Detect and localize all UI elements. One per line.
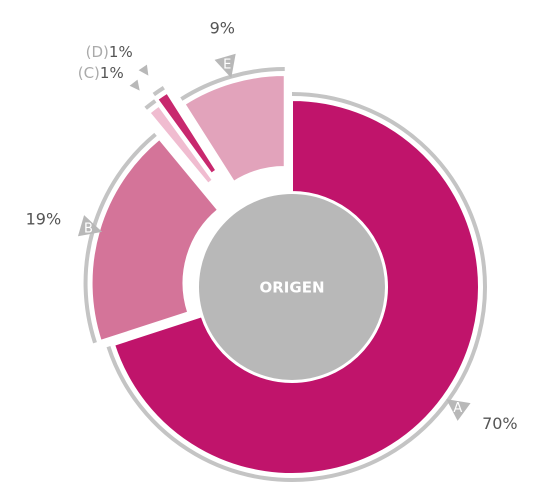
tag (214, 53, 236, 78)
segment-rim (144, 99, 157, 110)
category-label: E (223, 58, 231, 73)
value-label: 1% (100, 64, 124, 82)
value-label: 19% (26, 209, 62, 228)
tag (129, 79, 140, 91)
segment (183, 74, 286, 184)
segment (90, 137, 220, 343)
segment-rim (152, 85, 165, 97)
category-label: A (453, 401, 462, 416)
category-label: (C) (78, 64, 100, 82)
center-label: ORIGEN (260, 279, 325, 297)
value-label: 1% (109, 43, 133, 61)
tag (77, 215, 103, 237)
value-label: 70% (482, 414, 518, 433)
center-circle (199, 194, 385, 380)
category-label: (D) (86, 43, 109, 61)
segment (112, 98, 480, 475)
category-label: B (84, 221, 93, 236)
segment (155, 91, 218, 176)
value-label: 9% (210, 19, 235, 38)
tag (446, 399, 471, 421)
segment (148, 104, 215, 186)
tag (138, 64, 149, 76)
